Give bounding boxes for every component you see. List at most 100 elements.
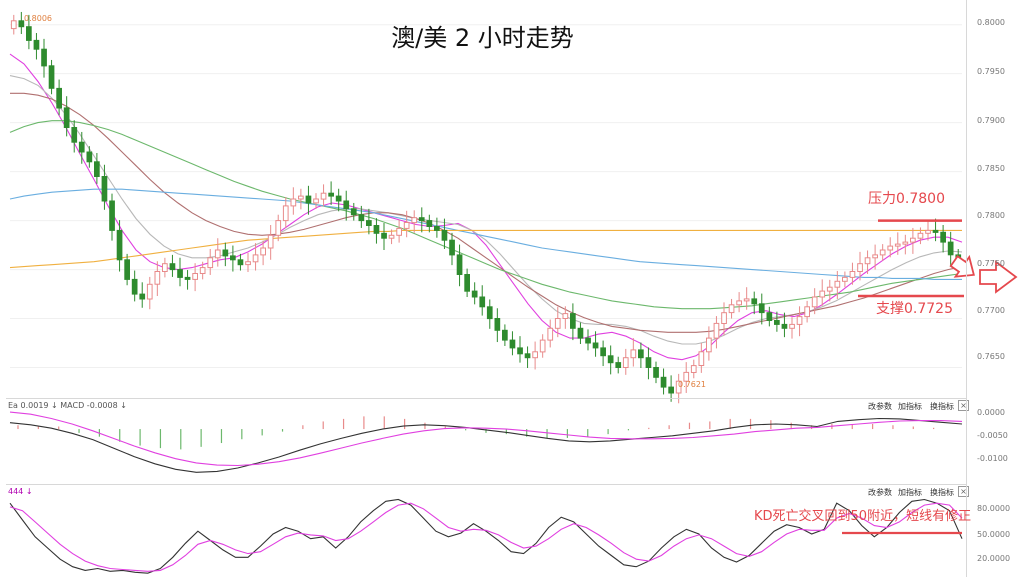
kd-switch-indicator-button[interactable]: 换指标: [930, 488, 954, 497]
ma-line-orange: [9, 229, 962, 269]
candle-up: [554, 318, 561, 329]
candle-down: [169, 263, 176, 271]
candle-down: [116, 229, 123, 261]
candle-up: [789, 323, 795, 329]
candle-down: [486, 306, 493, 320]
candle-up: [252, 254, 259, 263]
candle-down: [124, 259, 131, 280]
candle-down: [109, 200, 115, 231]
candle-down: [305, 195, 312, 204]
candle-down: [766, 312, 773, 322]
candle-down: [177, 269, 183, 278]
candle-down: [940, 231, 946, 243]
low-price-label: 0.7621: [678, 380, 706, 389]
candle-up: [728, 304, 735, 314]
candle-up: [721, 312, 727, 325]
candle-up: [713, 322, 720, 339]
kd-y-axis: 80.0000 50.0000 20.0000: [966, 484, 1024, 577]
candle-up: [887, 245, 894, 251]
candle-up: [872, 254, 878, 259]
candle-up: [683, 371, 690, 382]
y-tick: 0.0000: [977, 408, 1005, 417]
candle-down: [350, 208, 357, 216]
candle-up: [834, 280, 841, 288]
kd-add-indicator-button[interactable]: 加指标: [898, 488, 922, 497]
macd-params-button[interactable]: 改参数: [868, 402, 892, 411]
resistance-label: 压力0.7800: [868, 191, 945, 207]
ma-line-blue: [9, 188, 962, 280]
ma-line-magenta: [9, 53, 963, 361]
candle-up: [275, 220, 282, 236]
candle-up: [290, 198, 297, 207]
y-tick: 0.7950: [977, 67, 1005, 76]
macd-dif-line: [9, 417, 963, 473]
candle-down: [41, 48, 47, 67]
candle-down: [653, 367, 659, 378]
candle-down: [464, 274, 470, 292]
kd-header: 444 ↓: [8, 487, 33, 496]
candle-up: [849, 271, 856, 278]
kd-close-icon[interactable]: ×: [958, 486, 969, 497]
candle-up: [743, 298, 750, 302]
candle-up: [622, 357, 629, 369]
candle-up: [245, 261, 251, 266]
candle-up: [388, 234, 395, 239]
y-tick: 0.7700: [977, 306, 1005, 315]
candle-up: [313, 198, 319, 204]
candle-up: [260, 247, 266, 256]
candle-down: [358, 214, 365, 222]
y-tick: 0.7650: [977, 352, 1005, 361]
candle-down: [373, 225, 380, 234]
candle-up: [864, 257, 871, 265]
candle-down: [494, 318, 501, 331]
candle-down: [139, 293, 146, 300]
macd-close-icon[interactable]: ×: [958, 400, 969, 411]
candle-down: [33, 39, 40, 50]
candle-up: [547, 327, 554, 341]
candle-down: [441, 229, 448, 241]
candle-up: [396, 227, 402, 236]
candle-up: [162, 263, 168, 273]
candle-up: [826, 286, 833, 292]
candle-down: [18, 20, 25, 28]
y-tick: 0.7800: [977, 211, 1005, 220]
candle-down: [517, 347, 523, 355]
candle-up: [690, 365, 697, 374]
ma-line-brown: [10, 92, 963, 333]
candle-up: [282, 205, 289, 222]
high-price-label: 0.8006: [24, 14, 52, 23]
macd-panel: [6, 398, 966, 485]
candle-up: [532, 351, 538, 359]
macd-dea-line: [9, 411, 963, 467]
candle-up: [10, 20, 17, 30]
candle-down: [48, 65, 55, 89]
candle-down: [381, 232, 387, 239]
macd-add-indicator-button[interactable]: 加指标: [898, 402, 922, 411]
ma-line-green: [9, 120, 963, 310]
candle-down: [502, 329, 508, 341]
support-label: 支撑0.7725: [876, 301, 953, 317]
kd-d-line: [9, 502, 963, 572]
candle-up: [539, 339, 546, 353]
candle-up: [842, 276, 848, 282]
y-tick: -0.0100: [977, 454, 1008, 463]
candle-up: [736, 300, 742, 306]
arrow-right-icon: [979, 260, 1018, 294]
candle-down: [335, 195, 342, 202]
candle-up: [706, 337, 712, 353]
candle-up: [298, 195, 304, 200]
candle-down: [131, 278, 138, 295]
candle-up: [894, 243, 901, 247]
chart-title: 澳/美 2 小时走势: [391, 24, 574, 52]
candle-up: [698, 351, 705, 366]
candle-down: [230, 255, 236, 261]
candle-down: [479, 296, 486, 308]
candle-down: [101, 176, 108, 202]
kd-params-button[interactable]: 改参数: [868, 488, 892, 497]
candle-up: [857, 263, 863, 273]
candle-down: [585, 337, 591, 344]
candle-down: [758, 303, 765, 314]
candle-down: [615, 362, 622, 369]
macd-switch-indicator-button[interactable]: 换指标: [930, 402, 954, 411]
